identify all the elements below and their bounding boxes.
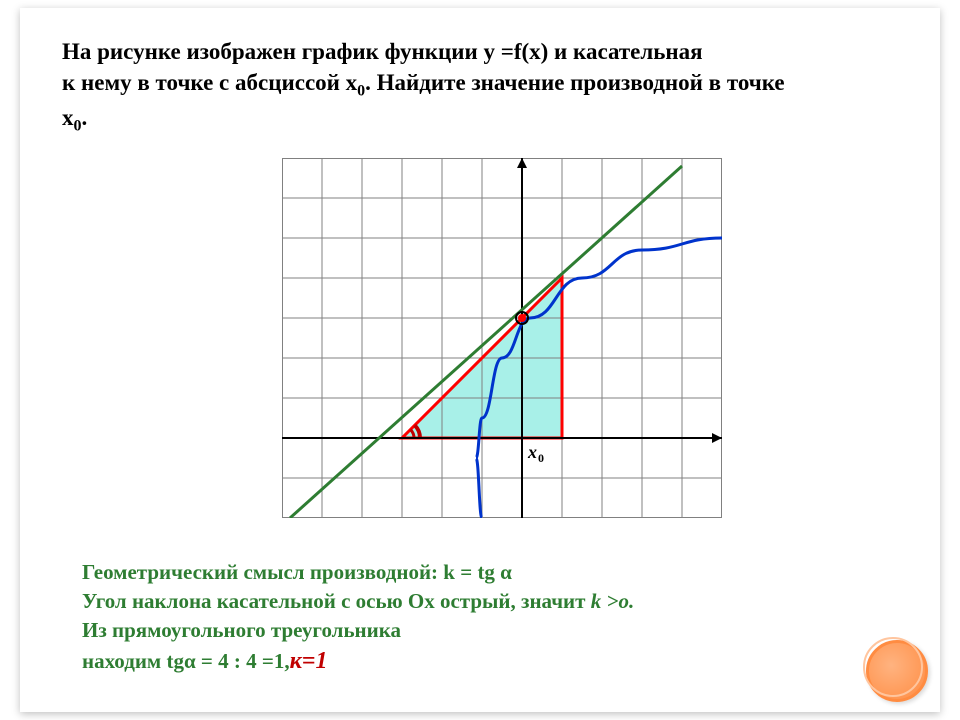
problem-title: На рисунке изображен график функции y =f…: [62, 36, 942, 137]
title-3-sub: 0: [74, 118, 82, 135]
footer-4a: находим tgα = 4 : 4 =1,: [82, 649, 290, 673]
chart: x0: [282, 158, 722, 518]
title-line-1: На рисунке изображен график функции y =f…: [62, 36, 942, 67]
footer-line-1: Геометрический смысл производной: k = tg…: [82, 558, 922, 587]
slide-page: На рисунке изображен график функции y =f…: [20, 8, 940, 712]
chart-svg: x0: [282, 158, 722, 518]
title-line-2: к нему в точке с абсциссой x0. Найдите з…: [62, 67, 942, 102]
svg-text:x: x: [527, 442, 537, 462]
title-3b: .: [82, 105, 88, 130]
footer-4b: к=1: [290, 648, 328, 674]
footer-2b: k >о.: [591, 589, 634, 613]
title-3a: x: [62, 105, 74, 130]
footer-2a: Угол наклона касательной с осью Ох остры…: [82, 589, 591, 613]
title-line-3: x0.: [62, 102, 942, 137]
title-2b: . Найдите значение производной в точке: [365, 70, 784, 95]
title-2-sub: 0: [357, 83, 365, 100]
footer-line-2: Угол наклона касательной с осью Ох остры…: [82, 587, 922, 616]
footer-line-4: находим tgα = 4 : 4 =1,к=1: [82, 645, 922, 678]
solution-text: Геометрический смысл производной: k = tg…: [82, 558, 922, 678]
decorative-circle-icon: [866, 640, 928, 702]
footer-line-3: Из прямоугольного треугольника: [82, 616, 922, 645]
title-2a: к нему в точке с абсциссой x: [62, 70, 357, 95]
svg-text:0: 0: [538, 451, 544, 465]
